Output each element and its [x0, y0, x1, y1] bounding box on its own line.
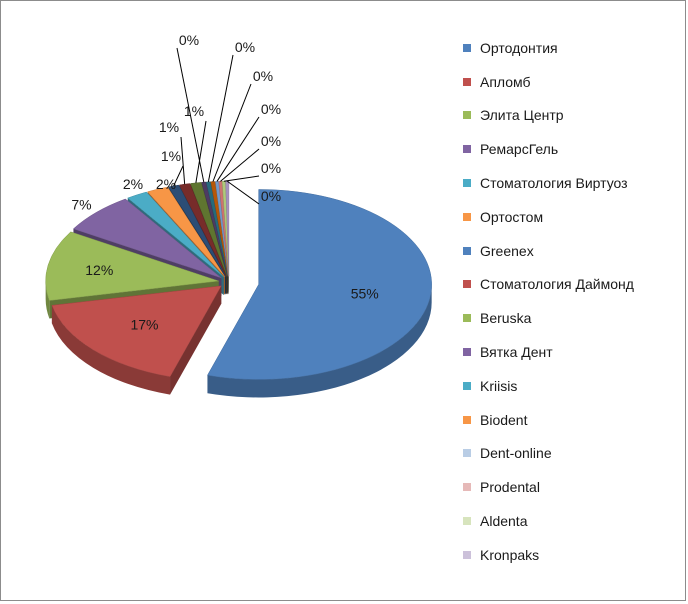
- leader-line: [176, 47, 205, 183]
- slice-label: 17%: [130, 316, 158, 332]
- legend-item: Biodent: [463, 403, 683, 437]
- legend-swatch: [463, 381, 471, 390]
- legend-item: Апломб: [463, 65, 683, 99]
- slice-label: 1%: [161, 148, 181, 164]
- legend-swatch: [463, 145, 471, 154]
- legend-item: Beruska: [463, 301, 683, 335]
- leader-line: [180, 136, 186, 185]
- legend-swatch: [463, 348, 471, 357]
- legend-item: Ортостом: [463, 200, 683, 234]
- slice-label: 0%: [261, 101, 281, 117]
- pie-slice: [45, 231, 219, 301]
- legend-label: Стоматология Виртуоз: [480, 175, 628, 192]
- pie-slices: [45, 180, 432, 380]
- pie-slice: [207, 189, 432, 380]
- legend-swatch: [463, 111, 471, 120]
- slice-label: 2%: [156, 176, 176, 192]
- legend-item: Dent-online: [463, 437, 683, 471]
- legend-label: Beruska: [480, 310, 532, 327]
- legend-label: Greenex: [480, 242, 534, 259]
- legend-label: Вятка Дент: [480, 344, 553, 361]
- legend-swatch: [463, 280, 471, 289]
- chart-legend: Ортодонтия Апломб Элита Центр РемарсГель Сто…: [463, 31, 683, 572]
- legend-label: Ортодонтия: [480, 39, 558, 56]
- leader-line: [212, 83, 252, 182]
- legend-swatch: [463, 550, 471, 559]
- legend-swatch: [463, 212, 471, 221]
- legend-label: Kronpaks: [480, 546, 540, 563]
- slice-label: 0%: [261, 188, 281, 204]
- legend-item: Kriisis: [463, 369, 683, 403]
- legend-swatch: [463, 483, 471, 492]
- legend-swatch: [463, 179, 471, 188]
- legend-item: Prodental: [463, 470, 683, 504]
- legend-label: Элита Центр: [480, 107, 564, 124]
- pie-labels: 55% 17% 12% 7% 2% 2% 1% 1% 1% 0% 0% 0% 0% 0% 0% 0%: [71, 32, 378, 332]
- pie-slice: [147, 186, 226, 277]
- slice-label: 0%: [261, 133, 281, 149]
- pie-slice-edge: [51, 305, 171, 395]
- pie-slice: [72, 198, 222, 279]
- legend-label: Kriisis: [480, 377, 518, 394]
- legend-swatch: [463, 77, 471, 86]
- legend-swatch: [463, 415, 471, 424]
- legend-label: Апломб: [480, 73, 531, 90]
- legend-swatch: [463, 449, 471, 458]
- pie-slice: [201, 181, 228, 277]
- legend-item: Элита Центр: [463, 99, 683, 133]
- slice-label: 1%: [159, 119, 179, 135]
- legend-swatch: [463, 246, 471, 255]
- legend-label: Biodent: [480, 411, 528, 428]
- legend-label: Prodental: [480, 479, 540, 496]
- slice-label: 0%: [179, 32, 199, 48]
- pie-slice: [127, 191, 224, 278]
- legend-label: Ортостом: [480, 208, 544, 225]
- leader-line: [223, 175, 260, 182]
- legend-label: Dent-online: [480, 445, 552, 462]
- slice-label: 55%: [351, 285, 379, 301]
- slice-label: 1%: [184, 103, 204, 119]
- legend-item: Aldenta: [463, 504, 683, 538]
- leader-line: [173, 165, 184, 187]
- pie-slice-edge: [207, 284, 432, 398]
- legend-item: Стоматология Даймонд: [463, 268, 683, 302]
- legend-label: РемарсГель: [480, 141, 559, 158]
- legend-item: Вятка Дент: [463, 335, 683, 369]
- legend-label: Стоматология Даймонд: [480, 276, 634, 293]
- legend-item: Стоматология Виртуоз: [463, 166, 683, 200]
- leader-line: [195, 120, 207, 183]
- slice-label: 0%: [253, 68, 273, 84]
- slice-label: 0%: [261, 160, 281, 176]
- slice-label: 12%: [85, 262, 113, 278]
- legend-swatch: [463, 43, 471, 52]
- leader-line: [226, 180, 260, 205]
- slice-label: 7%: [71, 196, 91, 212]
- legend-swatch: [463, 314, 471, 323]
- slice-label: 0%: [235, 39, 255, 55]
- pie-slice-edge: [45, 281, 50, 319]
- pie-slice-wall: [170, 285, 222, 395]
- slice-label: 2%: [123, 176, 143, 192]
- legend-item: Greenex: [463, 234, 683, 268]
- legend-swatch: [463, 517, 471, 526]
- legend-item: РемарсГель: [463, 132, 683, 166]
- pie-slice: [51, 285, 222, 377]
- leader-line: [207, 54, 234, 182]
- leader-line: [216, 116, 260, 182]
- legend-item: Kronpaks: [463, 538, 683, 572]
- legend-item: Ортодонтия: [463, 31, 683, 65]
- leader-line: [220, 148, 260, 182]
- legend-label: Aldenta: [480, 513, 528, 530]
